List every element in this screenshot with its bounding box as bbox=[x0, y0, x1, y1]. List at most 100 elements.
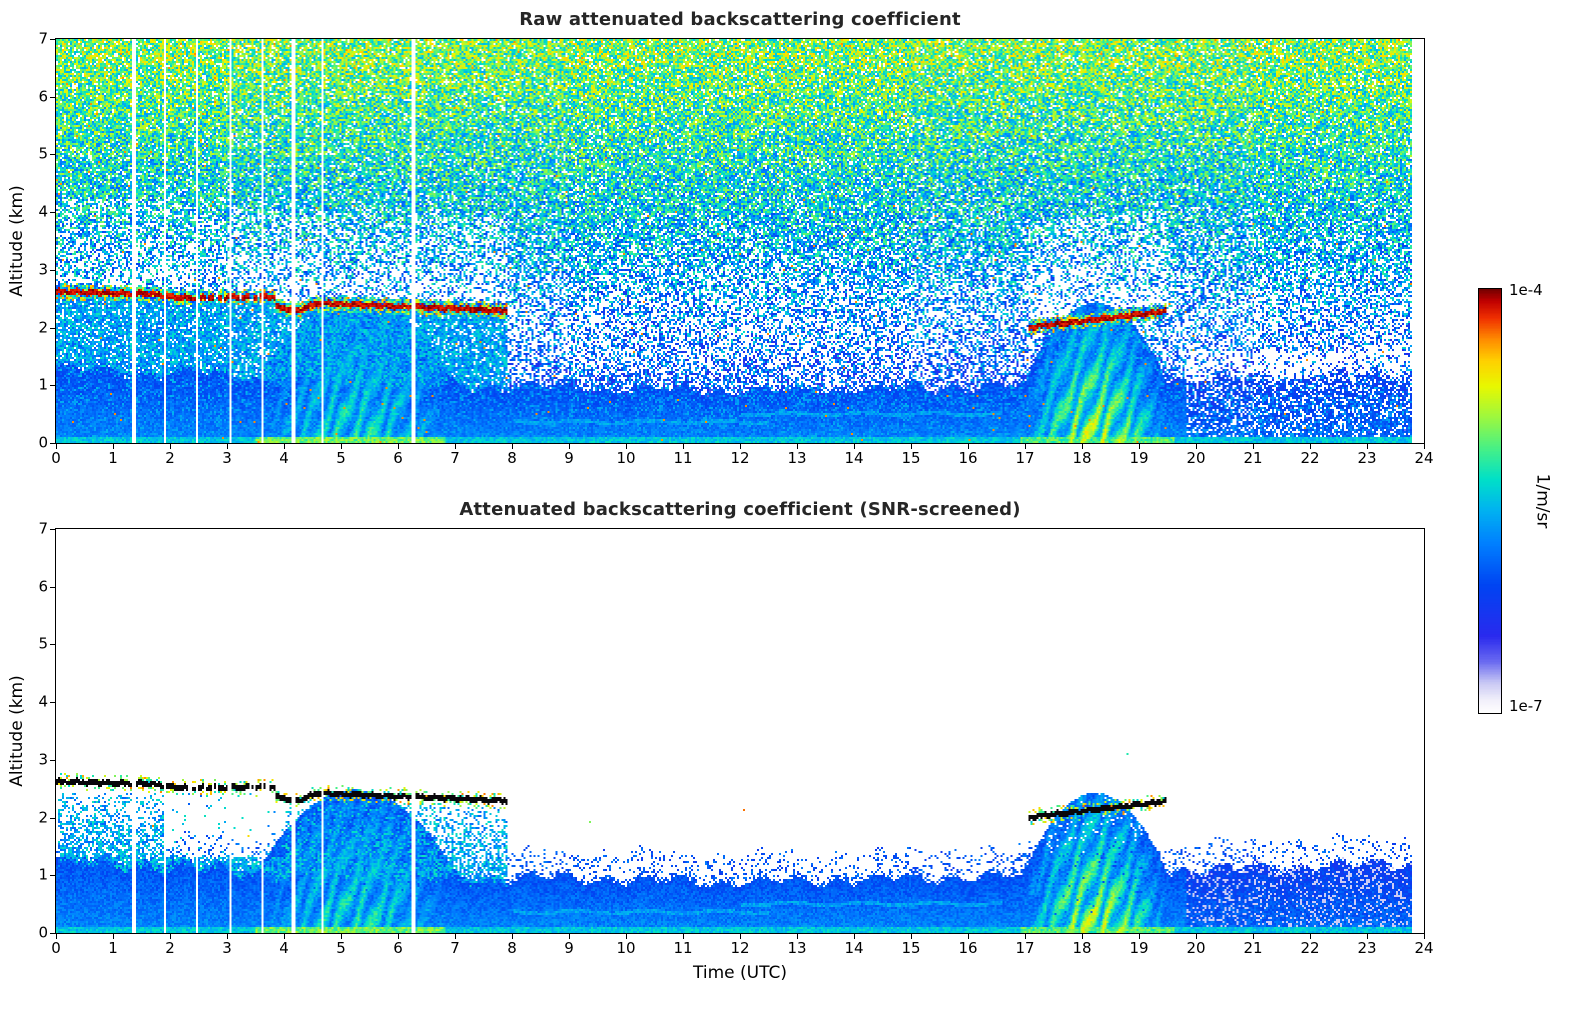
x-tick-label: 2 bbox=[165, 939, 175, 957]
y-axis-label-raw-text: Altitude (km) bbox=[7, 185, 28, 297]
x-tick-mark bbox=[170, 443, 171, 449]
x-tick-mark bbox=[1196, 443, 1197, 449]
x-tick-label: 7 bbox=[450, 939, 460, 957]
x-tick-mark bbox=[1253, 443, 1254, 449]
y-tick-mark bbox=[50, 269, 56, 271]
x-tick-label: 11 bbox=[673, 939, 693, 957]
x-tick-mark bbox=[398, 443, 399, 449]
raw-heatmap-plot: 0 1 2 3 4 5 6 7 8 9 10 11 12 13 14 15 16 17 18 19 20 21 22 23 24… bbox=[38, 31, 1433, 466]
x-tick-label: 6 bbox=[393, 449, 403, 467]
x-tick-label: 9 bbox=[564, 939, 574, 957]
y-tick-mark bbox=[50, 644, 56, 646]
y-tick-label: 0 bbox=[38, 433, 48, 452]
x-tick-mark bbox=[1367, 443, 1368, 449]
x-tick-mark bbox=[626, 933, 627, 939]
x-tick-label: 13 bbox=[787, 449, 807, 467]
x-tick-mark bbox=[341, 933, 342, 939]
x-tick-mark bbox=[683, 933, 684, 939]
x-tick-label: 10 bbox=[616, 939, 636, 957]
y-tick-label: 4 bbox=[38, 202, 48, 221]
x-tick-label: 11 bbox=[673, 449, 693, 467]
colorbar bbox=[1478, 288, 1502, 714]
x-tick-label: 14 bbox=[844, 449, 864, 467]
x-tick-mark bbox=[569, 443, 570, 449]
y-tick-label: 1 bbox=[38, 375, 48, 394]
x-tick-mark bbox=[227, 443, 228, 449]
x-tick-label: 22 bbox=[1300, 449, 1320, 467]
x-tick-mark bbox=[1253, 933, 1254, 939]
raw-heatmap-canvas bbox=[56, 39, 1424, 443]
x-tick-label: 8 bbox=[507, 449, 517, 467]
x-tick-label: 18 bbox=[1072, 449, 1092, 467]
y-tick-label: 6 bbox=[38, 577, 48, 596]
y-tick-mark bbox=[50, 817, 56, 819]
x-tick-mark bbox=[1025, 933, 1026, 939]
x-tick-mark bbox=[797, 443, 798, 449]
y-tick-mark bbox=[50, 96, 56, 98]
x-tick-label: 20 bbox=[1186, 939, 1206, 957]
x-tick-label: 16 bbox=[958, 939, 978, 957]
x-tick-mark bbox=[512, 933, 513, 939]
panel-screened-title: Attenuated backscattering coefficient (S… bbox=[459, 499, 1021, 520]
y-tick-mark bbox=[50, 327, 56, 329]
y-axis-label-screened-text: Altitude (km) bbox=[7, 675, 28, 787]
x-tick-label: 8 bbox=[507, 939, 517, 957]
y-tick-mark bbox=[50, 875, 56, 877]
y-tick-label: 2 bbox=[38, 318, 48, 337]
x-tick-mark bbox=[398, 933, 399, 939]
y-tick-mark bbox=[50, 154, 56, 156]
x-tick-label: 1 bbox=[108, 449, 118, 467]
x-tick-label: 0 bbox=[51, 449, 61, 467]
x-tick-label: 4 bbox=[279, 939, 289, 957]
x-tick-mark bbox=[1196, 933, 1197, 939]
x-tick-label: 14 bbox=[844, 939, 864, 957]
x-tick-mark bbox=[911, 933, 912, 939]
x-tick-label: 24 bbox=[1414, 449, 1434, 467]
x-tick-label: 24 bbox=[1414, 939, 1434, 957]
x-tick-mark bbox=[683, 443, 684, 449]
x-tick-mark bbox=[1310, 933, 1311, 939]
y-tick-label: 7 bbox=[38, 519, 48, 538]
x-tick-label: 19 bbox=[1129, 449, 1149, 467]
x-tick-mark bbox=[1424, 933, 1425, 939]
x-tick-label: 18 bbox=[1072, 939, 1092, 957]
x-tick-label: 15 bbox=[901, 449, 921, 467]
colorbar-unit-label-text: 1/m/sr bbox=[1532, 473, 1552, 529]
y-tick-label: 7 bbox=[38, 29, 48, 48]
x-tick-label: 1 bbox=[108, 939, 118, 957]
x-tick-mark bbox=[854, 933, 855, 939]
screened-heatmap-canvas bbox=[56, 529, 1424, 933]
x-tick-mark bbox=[56, 933, 57, 939]
y-tick-label: 1 bbox=[38, 865, 48, 884]
x-tick-label: 17 bbox=[1015, 449, 1035, 467]
x-tick-mark bbox=[968, 443, 969, 449]
x-tick-label: 7 bbox=[450, 449, 460, 467]
x-tick-mark bbox=[455, 443, 456, 449]
x-tick-mark bbox=[341, 443, 342, 449]
x-tick-label: 5 bbox=[336, 939, 346, 957]
x-tick-mark bbox=[455, 933, 456, 939]
x-tick-mark bbox=[113, 933, 114, 939]
x-tick-mark bbox=[854, 443, 855, 449]
x-tick-label: 21 bbox=[1243, 939, 1263, 957]
x-tick-mark bbox=[1367, 933, 1368, 939]
x-tick-mark bbox=[113, 443, 114, 449]
x-tick-mark bbox=[968, 933, 969, 939]
x-tick-label: 22 bbox=[1300, 939, 1320, 957]
y-tick-label: 0 bbox=[38, 923, 48, 942]
x-tick-label: 12 bbox=[730, 449, 750, 467]
x-tick-label: 0 bbox=[51, 939, 61, 957]
x-tick-label: 6 bbox=[393, 939, 403, 957]
x-tick-label: 21 bbox=[1243, 449, 1263, 467]
x-tick-label: 19 bbox=[1129, 939, 1149, 957]
y-axis-label-raw: Altitude (km) bbox=[0, 38, 34, 444]
x-tick-label: 16 bbox=[958, 449, 978, 467]
y-tick-label: 6 bbox=[38, 87, 48, 106]
x-tick-label: 20 bbox=[1186, 449, 1206, 467]
x-tick-label: 23 bbox=[1357, 939, 1377, 957]
y-tick-mark bbox=[50, 39, 56, 40]
colorbar-gradient-canvas bbox=[1479, 289, 1501, 713]
panel-raw-title: Raw attenuated backscattering coefficien… bbox=[519, 9, 961, 30]
x-tick-label: 10 bbox=[616, 449, 636, 467]
